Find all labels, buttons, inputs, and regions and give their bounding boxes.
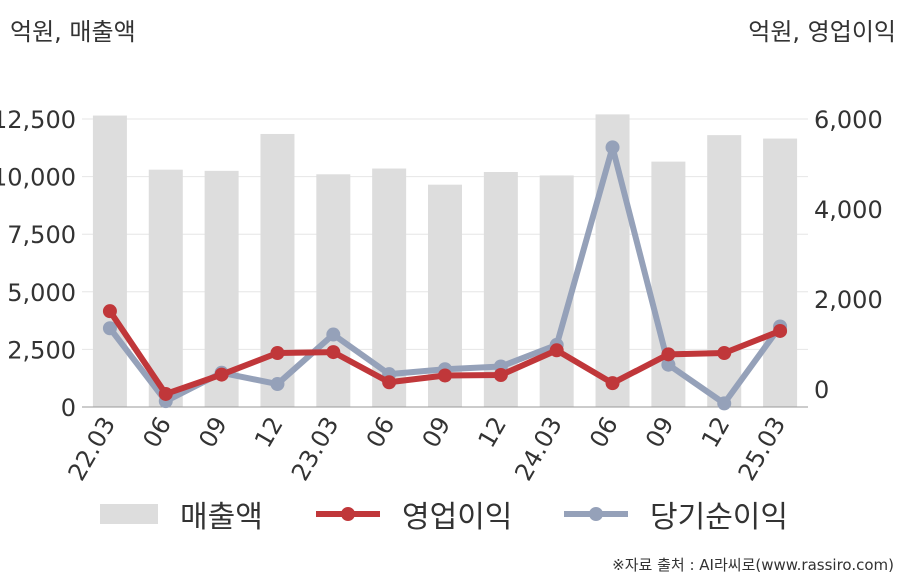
bar-sales [763, 138, 798, 408]
source-credit: ※자료 출처 : AI라씨로(www.rassiro.com) [612, 556, 894, 574]
point-net-income [605, 140, 620, 155]
x-axis-tick-label: 25.03 [733, 412, 792, 486]
right-axis-tick-label: 6,000 [814, 106, 883, 134]
bar-sales [595, 114, 630, 407]
bar-sales [316, 174, 351, 407]
left-axis-tick-label: 12,500 [0, 106, 76, 134]
legend-swatch-operating-profit [316, 507, 380, 521]
x-axis-tick-label: 12 [249, 412, 289, 452]
point-net-income [661, 357, 676, 372]
left-axis-tick-label: 7,500 [7, 221, 76, 249]
point-operating-profit [382, 375, 397, 390]
left-axis-tick-label: 10,000 [0, 164, 76, 192]
point-operating-profit [605, 376, 620, 391]
point-net-income [102, 321, 117, 336]
x-axis-tick-label: 12 [696, 412, 736, 452]
x-axis-tick-label: 12 [473, 412, 513, 452]
point-operating-profit [158, 386, 173, 401]
bar-sales [539, 175, 574, 407]
x-axis-tick-label: 24.03 [509, 412, 568, 486]
right-axis-tick-label: 4,000 [814, 196, 883, 224]
x-axis-tick-label: 09 [417, 412, 457, 452]
left-axis-tick-label: 5,000 [7, 279, 76, 307]
bar-sales [707, 135, 742, 408]
x-axis-tick-label: 22.03 [63, 412, 122, 486]
right-axis-tick-label: 0 [814, 376, 829, 404]
right-axis-unit-label: 억원, 영업이익 [748, 18, 896, 46]
legend-item-operating-profit: 영업이익 [316, 492, 512, 536]
point-operating-profit [438, 368, 452, 383]
point-operating-profit [661, 347, 676, 362]
legend-item-sales: 매출액 [100, 492, 263, 536]
x-axis-tick-label: 09 [640, 412, 680, 452]
point-operating-profit [549, 343, 564, 358]
bar-sales [260, 133, 295, 407]
x-axis-tick-label: 09 [193, 412, 233, 452]
point-operating-profit [773, 323, 788, 338]
legend-label-net-income: 당기순이익 [650, 500, 788, 535]
legend-label-sales: 매출액 [180, 500, 263, 535]
point-operating-profit [270, 346, 285, 360]
combo-chart: 0 2,500 5,000 7,500 10,000 12,500 0 2,000 4,000 6… [0, 106, 883, 486]
x-axis-tick-label: 23.03 [286, 412, 345, 486]
right-axis-tick-label: 2,000 [814, 286, 883, 314]
point-operating-profit [717, 346, 732, 360]
bar-sales [92, 115, 127, 407]
bar-sales [148, 169, 183, 407]
point-net-income [326, 327, 341, 342]
legend-swatch-net-income [564, 507, 628, 521]
x-axis-tick-label: 06 [137, 412, 177, 452]
legend-label-operating-profit: 영업이익 [402, 500, 513, 535]
x-axis-tick-label: 06 [361, 412, 401, 452]
legend-swatch-sales [100, 504, 158, 524]
legend-item-net-income: 당기순이익 [564, 492, 788, 536]
legend: 매출액 영업이익 당기순이익 [0, 492, 908, 542]
point-operating-profit [214, 367, 229, 382]
point-net-income [717, 396, 732, 411]
left-axis-tick-label: 2,500 [7, 336, 76, 364]
point-operating-profit [493, 368, 508, 383]
left-axis-tick-label: 0 [61, 394, 76, 422]
point-operating-profit [102, 304, 117, 319]
left-axis-unit-label: 억원, 매출액 [10, 18, 136, 46]
point-net-income [270, 377, 285, 392]
point-operating-profit [326, 345, 341, 360]
x-axis-tick-label: 06 [584, 412, 624, 452]
